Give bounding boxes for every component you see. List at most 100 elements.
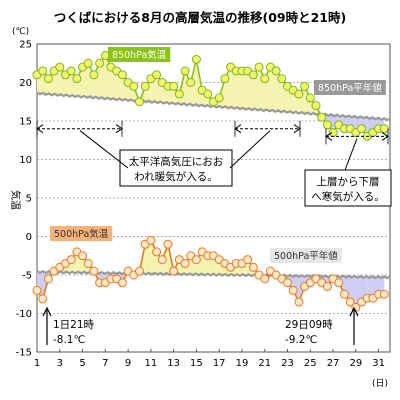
500hpa-anomaly-fill [378,277,385,295]
500hpa-point [322,282,332,292]
500hpa-point [248,262,258,272]
annotation-line: われ暖気が入る。 [134,170,217,183]
850hpa-point [95,58,105,68]
svg-text:500hPa平年値: 500hPa平年値 [274,250,338,262]
850hpa-point [260,74,270,84]
850hpa-point [203,89,213,99]
500hpa-point [146,235,156,245]
y-axis-label: 気温 [9,190,22,210]
850hpa-point [322,120,332,130]
850hpa-anomaly-fill [270,67,277,112]
500hpa-point [283,278,293,288]
annotation-line: 上層から下層 [317,176,380,188]
850hpa-anomaly-fill [230,67,237,109]
y-unit: (℃) [12,27,29,37]
x-tick-label: 27 [327,358,340,369]
y-tick-label: -5 [22,271,32,282]
850hpa-point [311,101,321,111]
850hpa-point [66,66,76,76]
850hpa-point [38,66,48,76]
500hpa-anomaly-fill [150,240,157,274]
y-tick-label: 0 [26,232,32,243]
legend-500hpa-normal: 500hPa平年値 [270,248,342,263]
500hpa-point [89,266,99,276]
x-tick-label: 9 [125,358,131,369]
annotation-line: -8.1℃ [53,334,85,346]
annotation-min-day1: 1日21時 -8.1℃ [42,306,95,346]
850hpa-point [140,81,150,91]
850hpa-point [254,62,264,72]
500hpa-point [157,255,167,265]
850hpa-point [357,124,367,134]
svg-text:850hPa気温: 850hPa気温 [112,49,167,61]
x-tick-label: 11 [145,358,158,369]
x-tick-label: 31 [372,358,385,369]
y-tick-label: 20 [19,78,32,89]
850hpa-point [55,62,65,72]
legend-850hpa: 850hPa気温 [108,47,171,62]
850hpa-anomaly-fill [88,63,94,98]
850hpa-point [169,81,179,91]
850hpa-anomaly-fill [241,70,248,109]
850hpa-point [152,70,162,80]
850hpa-point [72,74,82,84]
500hpa-point [152,247,162,257]
500hpa-point [43,274,53,284]
annotation-line: 太平洋高気圧におお [129,155,224,168]
500hpa-point [260,274,270,284]
500hpa-anomaly-fill [196,251,203,275]
500hpa-point [83,258,93,268]
850hpa-point [129,81,139,91]
500hpa-point [78,251,88,261]
annotation-pacific-leaders [79,130,271,169]
annotation-line: 1日21時 [53,319,95,331]
x-tick-label: 21 [258,358,271,369]
500hpa-anomaly-fill [207,255,214,275]
x-ticks: 1 3 5 7 9 11 13 15 17 19 21 23 25 27 29 31 [34,349,385,369]
850hpa-anomaly-fill [236,70,242,109]
850hpa-anomaly-fill [247,70,254,110]
annotation-cold-leader [344,138,358,171]
cold-period-bracket [325,128,389,145]
500hpa-point [294,297,304,307]
x-tick-label: 5 [79,358,85,369]
850hpa-point [328,128,338,138]
x-unit: (日) [372,378,388,389]
500hpa-point [32,285,42,295]
500hpa-point [243,255,253,265]
500hpa-point [288,285,298,295]
series-labels: 850hPa気温 850hPa平年値 500hPa気温 500hPa平年値 [50,47,386,263]
annotation-line: 29日09時 [285,319,333,331]
x-tick-label: 1 [34,358,40,369]
500hpa-point [334,278,344,288]
850hpa-point [134,97,144,107]
500hpa-anomaly-fill [367,276,373,299]
y-tick-label: 15 [19,117,32,128]
svg-text:500hPa気温: 500hPa気温 [54,228,109,240]
850hpa-point [180,66,190,76]
x-tick-label: 19 [236,358,249,369]
850hpa-point [220,74,230,84]
x-tick-label: 3 [57,358,63,369]
500hpa-point [117,278,127,288]
x-tick-label: 29 [349,358,362,369]
500hpa-point [191,255,201,265]
y-ticks: -15 -10 -5 0 5 10 15 20 25 [16,40,32,359]
legend-850hpa-normal: 850hPa平年値 [314,80,386,95]
500hpa-point [134,266,144,276]
series-points [32,51,389,312]
500hpa-point [345,297,355,307]
y-tick-label: -15 [16,348,32,359]
x-tick-label: 17 [213,358,226,369]
850hpa-anomaly-fill [82,63,89,98]
500hpa-point [339,289,349,299]
x-tick-label: 7 [102,358,108,369]
500hpa-point [38,294,48,304]
850hpa-point [83,58,93,68]
500hpa-point [169,266,179,276]
850hpa-point [248,70,258,80]
